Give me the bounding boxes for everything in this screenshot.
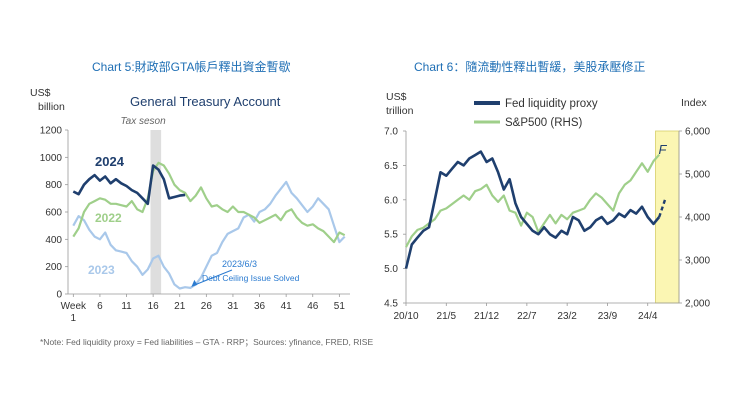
chart6-x-tick-label: 21/12: [474, 311, 499, 322]
chart6-x-tick-label: 24/4: [638, 311, 658, 322]
chart5-y-tick-label: 0: [56, 290, 62, 301]
chart5-x-tick-label: 11: [121, 301, 132, 312]
chart5-series-label-2022: 2022: [95, 211, 122, 225]
chart5-subtitle: General Treasury Account: [130, 94, 281, 109]
chart5-y-tick-label: 800: [45, 180, 62, 191]
chart5-x-tick-label: 1: [71, 313, 77, 324]
chart5-x-tick-label: 36: [254, 301, 266, 312]
chart6-y-tick-label: 5.5: [384, 230, 398, 241]
chart5-x-tick-label: 46: [307, 301, 319, 312]
chart6-x-tick-label: 23/9: [598, 311, 618, 322]
chart6-series-line-sp500: [405, 153, 661, 248]
legend-label-sp500: S&P500 (RHS): [505, 117, 583, 129]
chart5-x-tick-label: 21: [174, 301, 186, 312]
chart6-ylabel-scale: trillion: [386, 105, 414, 117]
chart6-y-tick-label: 5.0: [384, 264, 398, 275]
chart6-x-tick-label: 23/2: [557, 311, 577, 322]
chart5-x-tick-label: 31: [227, 301, 239, 312]
chart6-x-tick-label: 21/5: [437, 311, 457, 322]
forecast-label: F: [658, 142, 667, 157]
chart5-ylabel-unit: US$: [30, 87, 51, 99]
chart5-y-tick-label: 600: [45, 208, 62, 219]
chart6-y-tick-label: 7.0: [384, 127, 398, 138]
chart5-y-tick-label: 1000: [40, 153, 63, 164]
annotation-arrow-line: [192, 269, 233, 287]
chart6-y2-tick-label: 6,000: [685, 127, 710, 138]
chart5-x-tick-label: 6: [97, 301, 103, 312]
chart6-ylabel-unit: US$: [386, 91, 407, 103]
chart6-x-tick-label: 20/10: [393, 311, 418, 322]
chart6-y2-tick-label: 3,000: [685, 256, 710, 267]
chart5-x-tick-label: Week: [61, 301, 87, 312]
chart5-series-line-2022: [72, 161, 346, 244]
chart6-y-tick-label: 4.5: [384, 299, 398, 310]
chart6-series-line-fed-liquidity: [404, 150, 661, 269]
chart5-x-tick-label: 51: [334, 301, 346, 312]
chart6-y-tick-label: 6.5: [384, 161, 398, 172]
chart6-y2label: Index: [681, 97, 707, 109]
chart5-y-tick-label: 400: [45, 235, 62, 246]
chart6-series-line-fed-forecast: [658, 199, 667, 218]
chart6-y2-tick-label: 4,000: [685, 213, 710, 224]
chart5-x-tick-label: 41: [281, 301, 293, 312]
footnote: *Note: Fed liquidity proxy = Fed liabili…: [40, 337, 374, 347]
annotation-text: Debt Ceiling Issue Solved: [202, 273, 300, 283]
annotation-date: 2023/6/3: [222, 259, 257, 269]
chart5-ylabel-scale: billion: [38, 101, 65, 113]
tax-season-label: Tax seson: [120, 116, 166, 127]
chart-6-title: Chart 6：隨流動性釋出暫緩，美股承壓修正: [414, 60, 646, 74]
chart5-x-tick-label: 16: [148, 301, 160, 312]
chart5-series-label-2023: 2023: [88, 263, 115, 277]
legend-label-fed-liquidity: Fed liquidity proxy: [505, 98, 598, 110]
chart-5-title: Chart 5:財政部GTA帳戶釋出資金暫歇: [92, 60, 291, 74]
chart6-y2-tick-label: 5,000: [685, 170, 710, 181]
chart6-y2-tick-label: 2,000: [685, 299, 710, 310]
annotation-arrowhead: [191, 279, 198, 287]
chart6-y-tick-label: 6.0: [384, 195, 398, 206]
tax-season-band: [150, 130, 162, 294]
chart5-y-tick-label: 200: [45, 262, 62, 273]
chart6-x-tick-label: 22/7: [517, 311, 537, 322]
chart5-y-tick-label: 1200: [40, 126, 63, 137]
chart5-x-tick-label: 26: [201, 301, 213, 312]
chart5-series-label-2024: 2024: [95, 154, 125, 169]
chart5-series-line-2023: [72, 180, 346, 290]
chart5-series-line-2024: [72, 164, 186, 206]
